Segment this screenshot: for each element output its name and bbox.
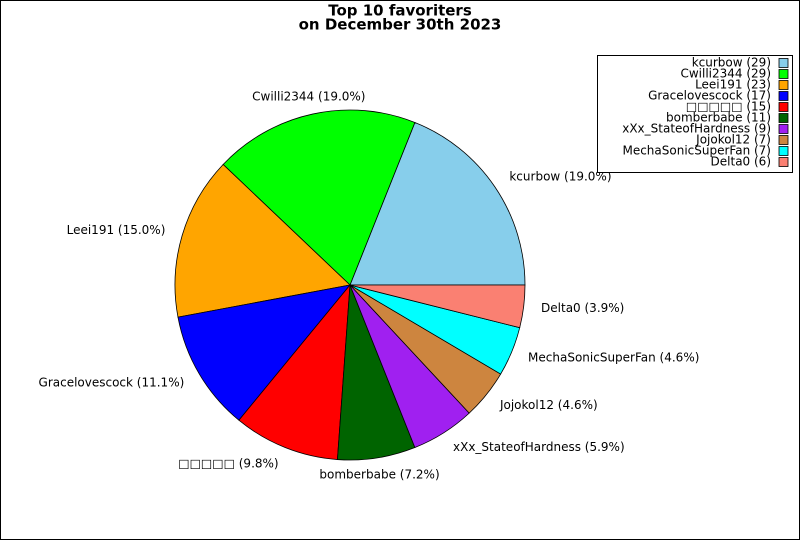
pie-slice <box>238 283 351 460</box>
slice-label: MechaSonicSuperFan (4.6%) <box>528 351 699 365</box>
legend-label: Gracelovescock (17) <box>648 89 771 103</box>
legend-swatch <box>778 69 789 79</box>
slice-label: bomberbabe (7.2%) <box>319 468 439 482</box>
slice-label: □□□□□ (9.8%) <box>178 456 278 470</box>
legend-swatch <box>778 102 789 112</box>
pie-slice <box>222 109 416 286</box>
legend-swatch <box>778 124 789 134</box>
legend-label: Cwilli2344 (29) <box>680 67 771 81</box>
legend-label: Delta0 (6) <box>711 155 771 169</box>
legend-swatch <box>778 91 789 101</box>
slice-label: xXx_StateofHardness (5.9%) <box>453 440 625 454</box>
legend-label: MechaSonicSuperFan (7) <box>622 144 771 158</box>
slice-label: Cwilli2344 (19.0%) <box>252 89 365 103</box>
slice-label: Leei191 (15.0%) <box>67 223 166 237</box>
legend-swatch <box>778 80 789 90</box>
legend-label: kcurbow (29) <box>692 56 771 70</box>
legend-label: □□□□□ (15) <box>686 100 771 114</box>
legend-swatch <box>778 113 789 123</box>
chart-title: on December 30th 2023 <box>299 16 502 34</box>
legend-swatch <box>778 146 789 156</box>
slice-label: Delta0 (3.9%) <box>541 301 624 315</box>
legend-swatch <box>778 135 789 145</box>
slice-label: Gracelovescock (11.1%) <box>39 375 185 389</box>
legend-label: bomberbabe (11) <box>666 111 771 125</box>
legend-label: xXx_StateofHardness (9) <box>622 122 771 136</box>
pie-slice <box>349 284 526 329</box>
legend-box <box>597 55 793 173</box>
slice-label: kcurbow (19.0%) <box>509 170 611 184</box>
chart-title: Top 10 favoriters <box>328 2 472 20</box>
legend-label: Leei191 (23) <box>695 78 771 92</box>
slice-label: Jojokol12 (4.6%) <box>499 398 598 412</box>
pie-slice <box>174 163 351 318</box>
pie-slice <box>177 284 352 421</box>
legend-label: Jojokol12 (7) <box>695 133 771 147</box>
pie-slice <box>349 121 526 286</box>
legend-swatch <box>778 58 789 68</box>
legend-swatch <box>778 157 789 167</box>
